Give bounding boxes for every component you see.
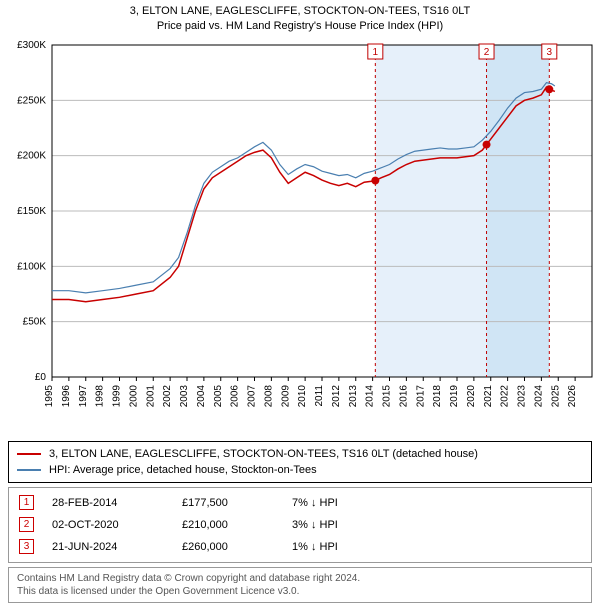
- svg-text:2002: 2002: [162, 384, 173, 407]
- svg-text:1: 1: [373, 47, 379, 58]
- chart-titles: 3, ELTON LANE, EAGLESCLIFFE, STOCKTON-ON…: [0, 0, 600, 35]
- marker-number: 1: [19, 495, 34, 510]
- marker-date: 28-FEB-2014: [52, 497, 182, 509]
- svg-text:2014: 2014: [365, 384, 376, 407]
- svg-text:2005: 2005: [213, 384, 224, 407]
- svg-text:2003: 2003: [179, 384, 190, 407]
- marker-table: 1 28-FEB-2014£177,5007% ↓ HPI 2 02-OCT-2020…: [8, 487, 592, 563]
- legend-item: HPI: Average price, detached house, Stoc…: [17, 462, 583, 478]
- svg-text:1999: 1999: [112, 384, 123, 407]
- title-line-1: 3, ELTON LANE, EAGLESCLIFFE, STOCKTON-ON…: [0, 4, 600, 19]
- footer-line-2: This data is licensed under the Open Gov…: [17, 585, 583, 598]
- svg-text:2017: 2017: [415, 384, 426, 407]
- svg-text:1995: 1995: [44, 384, 55, 407]
- legend-swatch: [17, 469, 41, 471]
- price-chart: £0 £50K £100K £150K £200K £250K £300K 1995 1996 1…: [0, 35, 600, 435]
- svg-text:1998: 1998: [95, 384, 106, 407]
- svg-text:2006: 2006: [230, 384, 241, 407]
- svg-text:2023: 2023: [517, 384, 528, 407]
- marker-price: £210,000: [182, 519, 292, 531]
- marker-row: 3 21-JUN-2024£260,0001% ↓ HPI: [9, 536, 591, 558]
- svg-text:2020: 2020: [466, 384, 477, 407]
- marker-diff: 7% ↓ HPI: [292, 497, 402, 509]
- svg-text:2004: 2004: [196, 384, 207, 407]
- legend-label: 3, ELTON LANE, EAGLESCLIFFE, STOCKTON-ON…: [49, 448, 478, 460]
- marker-date: 21-JUN-2024: [52, 541, 182, 553]
- svg-text:2022: 2022: [500, 384, 511, 407]
- svg-text:2000: 2000: [128, 384, 139, 407]
- legend-label: HPI: Average price, detached house, Stoc…: [49, 464, 317, 476]
- marker-date: 02-OCT-2020: [52, 519, 182, 531]
- marker-row: 1 28-FEB-2014£177,5007% ↓ HPI: [9, 492, 591, 514]
- svg-text:2015: 2015: [382, 384, 393, 407]
- svg-text:£250K: £250K: [17, 95, 46, 106]
- svg-text:£300K: £300K: [17, 40, 46, 51]
- svg-text:1997: 1997: [78, 384, 89, 407]
- marker-price: £260,000: [182, 541, 292, 553]
- svg-text:2019: 2019: [449, 384, 460, 407]
- title-line-2: Price paid vs. HM Land Registry's House …: [0, 19, 600, 34]
- svg-text:2009: 2009: [280, 384, 291, 407]
- svg-text:2021: 2021: [483, 384, 494, 407]
- svg-text:£150K: £150K: [17, 206, 46, 217]
- footer-attribution: Contains HM Land Registry data © Crown c…: [8, 567, 592, 603]
- svg-text:1996: 1996: [61, 384, 72, 407]
- svg-text:2016: 2016: [398, 384, 409, 407]
- svg-text:£0: £0: [35, 372, 47, 383]
- svg-text:2026: 2026: [567, 384, 578, 407]
- svg-text:2013: 2013: [348, 384, 359, 407]
- svg-text:2007: 2007: [247, 384, 258, 407]
- marker-diff: 1% ↓ HPI: [292, 541, 402, 553]
- svg-text:2025: 2025: [550, 384, 561, 407]
- legend: 3, ELTON LANE, EAGLESCLIFFE, STOCKTON-ON…: [8, 441, 592, 483]
- svg-text:2010: 2010: [297, 384, 308, 407]
- marker-number: 2: [19, 517, 34, 532]
- svg-text:£50K: £50K: [23, 316, 47, 327]
- marker-row: 2 02-OCT-2020£210,0003% ↓ HPI: [9, 514, 591, 536]
- svg-text:2024: 2024: [533, 384, 544, 407]
- svg-text:£200K: £200K: [17, 150, 46, 161]
- legend-swatch: [17, 453, 41, 455]
- svg-text:2: 2: [484, 47, 490, 58]
- svg-text:£100K: £100K: [17, 261, 46, 272]
- legend-item: 3, ELTON LANE, EAGLESCLIFFE, STOCKTON-ON…: [17, 446, 583, 462]
- marker-price: £177,500: [182, 497, 292, 509]
- footer-line-1: Contains HM Land Registry data © Crown c…: [17, 572, 583, 585]
- svg-text:2012: 2012: [331, 384, 342, 407]
- marker-diff: 3% ↓ HPI: [292, 519, 402, 531]
- svg-text:2011: 2011: [314, 384, 325, 406]
- svg-text:3: 3: [547, 47, 553, 58]
- marker-number: 3: [19, 539, 34, 554]
- svg-text:2018: 2018: [432, 384, 443, 407]
- svg-text:2001: 2001: [145, 384, 156, 407]
- svg-text:2008: 2008: [263, 384, 274, 407]
